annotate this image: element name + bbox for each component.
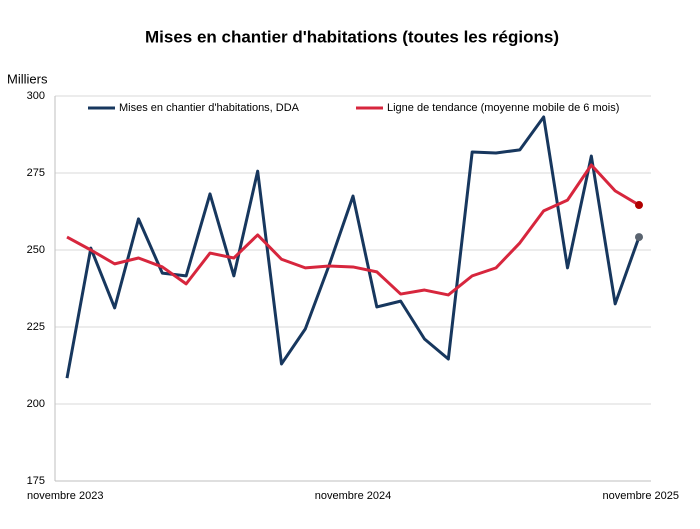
y-tick-label: 300	[27, 90, 45, 102]
x-tick-label: novembre 2024	[315, 490, 391, 502]
legend-label: Mises en chantier d'habitations, DDA	[119, 102, 300, 114]
y-tick-label: 175	[27, 475, 45, 487]
end-point	[635, 233, 643, 242]
y-tick-label: 225	[27, 321, 45, 333]
series-line	[66, 163, 640, 297]
y-tick-label: 250	[27, 244, 45, 256]
x-tick-label: novembre 2023	[27, 490, 103, 502]
y-tick-label: 275	[27, 167, 45, 179]
x-tick-label: novembre 2025	[603, 490, 679, 502]
y-axis-label: Milliers	[7, 71, 48, 86]
chart-title: Mises en chantier d'habitations (toutes …	[145, 27, 559, 46]
end-point	[635, 201, 643, 210]
legend-label: Ligne de tendance (moyenne mobile de 6 m…	[387, 102, 619, 114]
series-line	[65, 115, 641, 379]
y-tick-label: 200	[27, 398, 45, 410]
